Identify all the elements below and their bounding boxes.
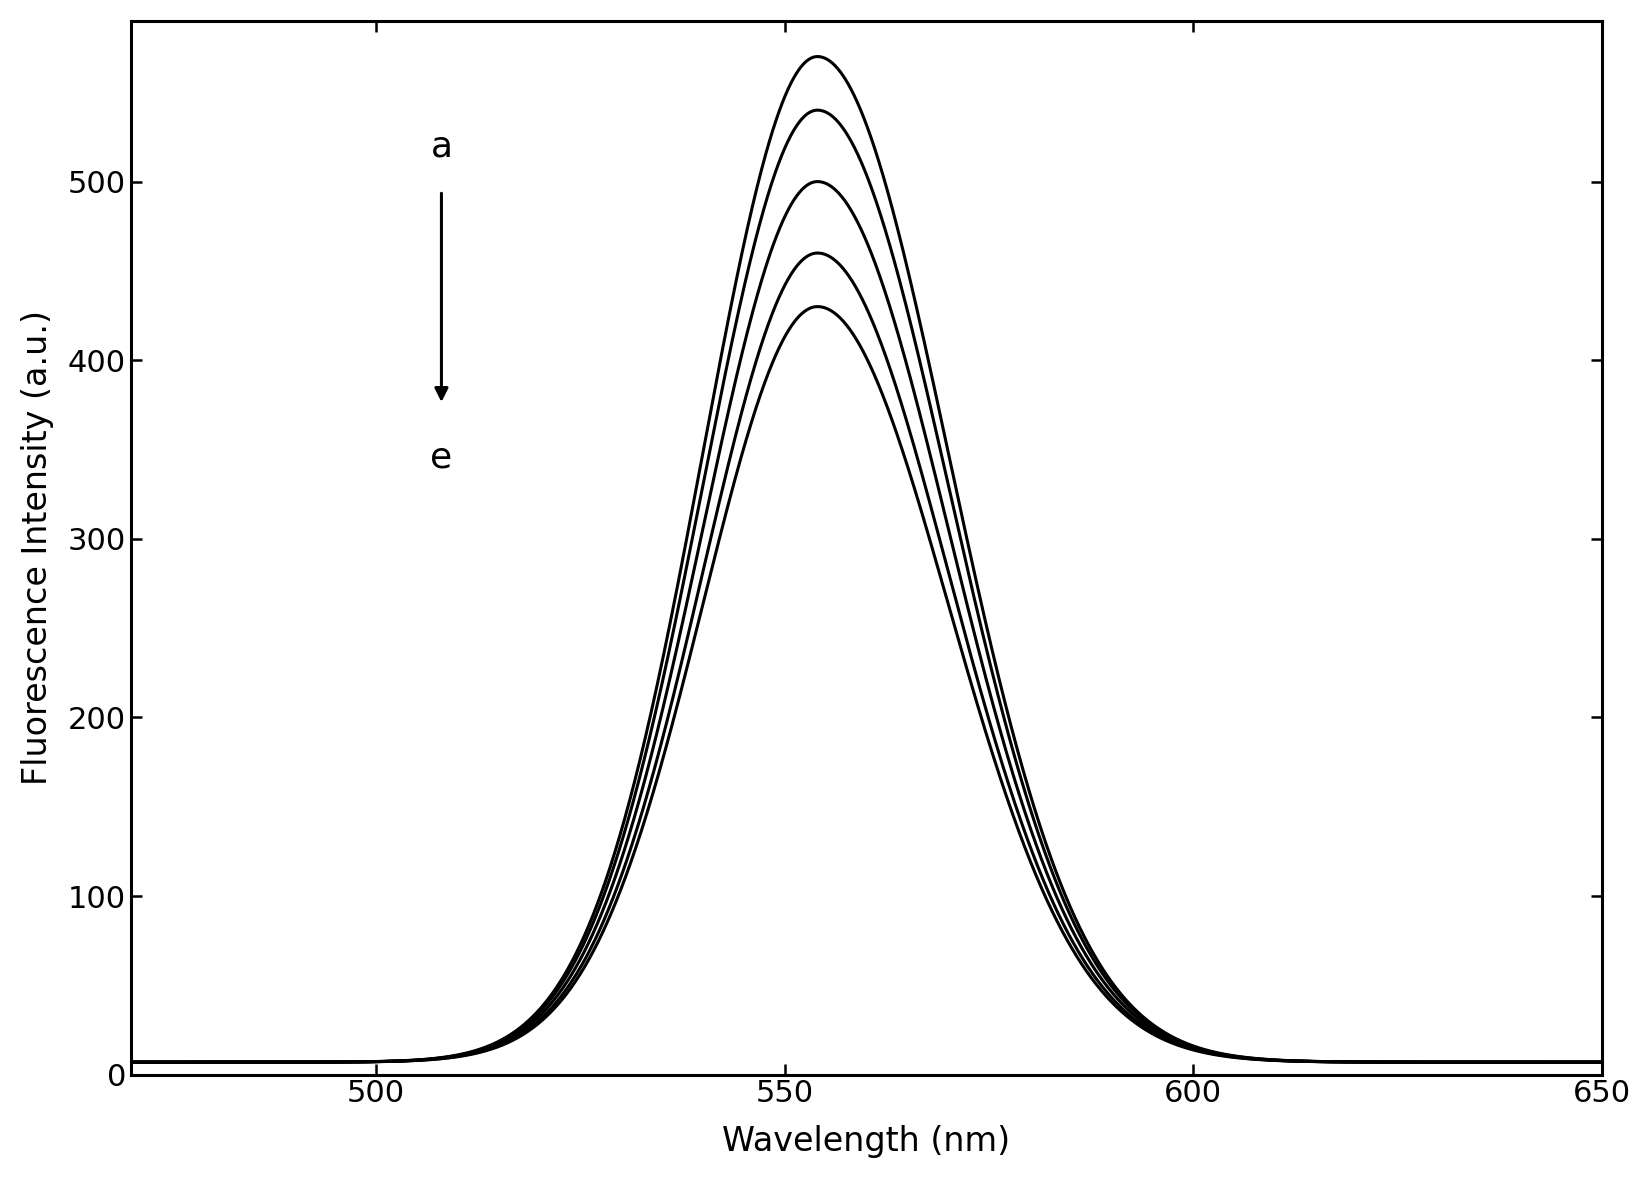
X-axis label: Wavelength (nm): Wavelength (nm) xyxy=(722,1125,1011,1158)
Text: a: a xyxy=(431,130,453,164)
Text: e: e xyxy=(431,441,453,475)
Y-axis label: Fluorescence Intensity (a.u.): Fluorescence Intensity (a.u.) xyxy=(21,310,55,785)
